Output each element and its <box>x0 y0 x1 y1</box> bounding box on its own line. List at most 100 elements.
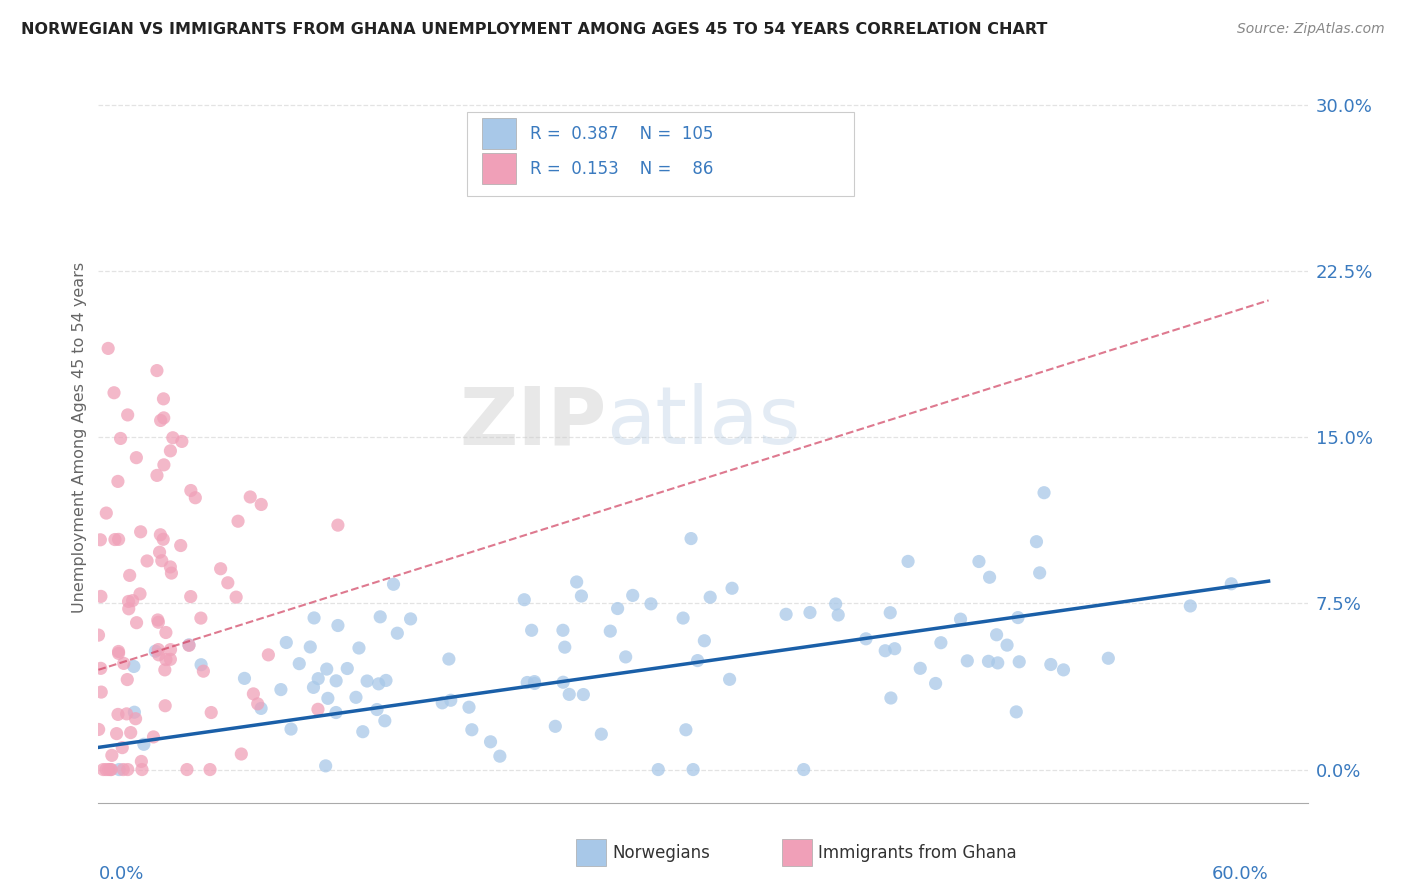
Point <box>153 663 176 677</box>
Point <box>718 673 741 687</box>
Point <box>883 641 905 656</box>
Point <box>190 611 212 625</box>
Point <box>155 625 177 640</box>
Point <box>910 661 932 675</box>
Point <box>1033 485 1056 500</box>
Text: R =  0.387    N =  105: R = 0.387 N = 105 <box>530 125 713 143</box>
Text: 0.0%: 0.0% <box>98 865 143 883</box>
Point <box>366 702 388 716</box>
Point <box>1007 610 1029 624</box>
Point <box>315 662 337 676</box>
Point <box>129 587 152 601</box>
Point <box>824 597 846 611</box>
Point <box>693 633 716 648</box>
Point <box>987 656 1010 670</box>
Point <box>516 675 538 690</box>
Point <box>344 690 367 705</box>
Point <box>180 590 202 604</box>
Point <box>799 606 821 620</box>
Point <box>382 577 405 591</box>
Point <box>117 594 139 608</box>
Point <box>307 672 329 686</box>
Point <box>200 706 222 720</box>
Point <box>682 763 704 777</box>
Point <box>326 518 349 533</box>
Point <box>672 611 695 625</box>
Point <box>193 664 215 678</box>
Point <box>949 612 972 626</box>
Point <box>827 607 849 622</box>
Point <box>432 696 454 710</box>
Point <box>146 363 169 377</box>
Point <box>325 706 347 720</box>
Point <box>184 491 207 505</box>
Point <box>699 591 721 605</box>
Point <box>523 674 546 689</box>
Point <box>97 342 120 356</box>
Point <box>591 727 613 741</box>
Point <box>242 687 264 701</box>
Point <box>614 649 637 664</box>
Point <box>198 763 221 777</box>
Point <box>523 676 546 690</box>
Text: ZIP: ZIP <box>458 384 606 461</box>
Point <box>226 514 249 528</box>
Point <box>118 568 141 582</box>
Point <box>280 722 302 736</box>
Point <box>1025 534 1047 549</box>
Point <box>108 763 131 777</box>
Point <box>159 560 181 574</box>
Point <box>112 657 135 671</box>
Point <box>153 698 176 713</box>
Point <box>1052 663 1074 677</box>
Point <box>124 712 146 726</box>
Point <box>148 615 170 630</box>
Point <box>148 545 170 559</box>
Point <box>155 652 177 666</box>
Point <box>177 638 200 652</box>
Point <box>125 450 148 465</box>
Point <box>879 606 901 620</box>
Point <box>148 648 170 662</box>
Text: NORWEGIAN VS IMMIGRANTS FROM GHANA UNEMPLOYMENT AMONG AGES 45 TO 54 YEARS CORREL: NORWEGIAN VS IMMIGRANTS FROM GHANA UNEMP… <box>21 22 1047 37</box>
Point <box>1039 657 1062 672</box>
Text: Source: ZipAtlas.com: Source: ZipAtlas.com <box>1237 22 1385 37</box>
Point <box>544 719 567 733</box>
Point <box>117 763 139 777</box>
Point <box>107 644 129 658</box>
Point <box>149 528 172 542</box>
Point <box>368 610 391 624</box>
Point <box>118 602 141 616</box>
Point <box>160 566 183 580</box>
Point <box>91 763 114 777</box>
Point <box>107 707 129 722</box>
Point <box>855 632 877 646</box>
Text: 60.0%: 60.0% <box>1212 865 1268 883</box>
Point <box>89 533 111 547</box>
Point <box>479 735 502 749</box>
Point <box>239 490 262 504</box>
Point <box>599 624 621 639</box>
Point <box>101 748 124 763</box>
Point <box>352 724 374 739</box>
Point <box>159 652 181 666</box>
Point <box>159 443 181 458</box>
Point <box>554 640 576 655</box>
Point <box>956 654 979 668</box>
Point <box>315 759 337 773</box>
Point <box>97 763 120 777</box>
Point <box>995 638 1018 652</box>
Point <box>551 624 574 638</box>
Point <box>90 590 112 604</box>
FancyBboxPatch shape <box>482 118 516 149</box>
Point <box>880 691 903 706</box>
Point <box>131 755 153 769</box>
Point <box>640 597 662 611</box>
Point <box>979 570 1001 584</box>
Point <box>150 554 173 568</box>
Point <box>437 652 460 666</box>
Point <box>325 673 347 688</box>
Point <box>686 654 709 668</box>
Point <box>558 687 581 701</box>
Point <box>897 554 920 568</box>
